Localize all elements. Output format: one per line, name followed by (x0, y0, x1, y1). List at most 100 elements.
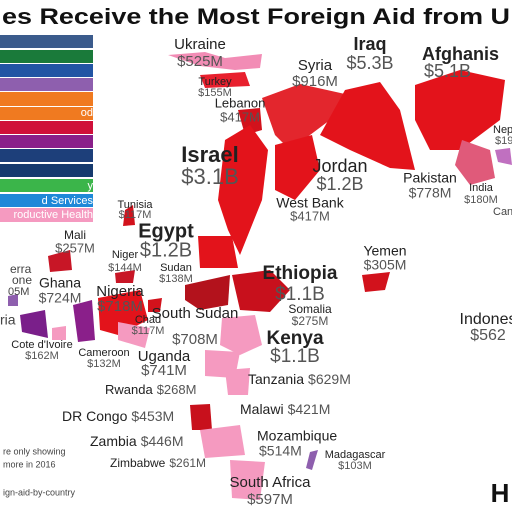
note: more in 2016 (3, 459, 56, 469)
region (115, 270, 135, 283)
note: re only showing (3, 446, 66, 456)
country-name: Somalia (288, 302, 332, 316)
country-label: Rwanda $268M (105, 382, 196, 397)
logo: H (491, 478, 510, 508)
country-name: Syria (298, 57, 333, 74)
region (362, 272, 390, 292)
country-name: Yemen (363, 243, 406, 259)
country-label: Tanzania $629M (248, 371, 351, 387)
country-amount: $117M (119, 209, 152, 221)
title: es Receive the Most Foreign Aid from U (2, 4, 510, 29)
country-name: Sudan (160, 262, 192, 274)
country-amount: $180M (464, 194, 498, 206)
legend-swatch (0, 149, 93, 162)
region (185, 275, 230, 310)
legend-swatch (0, 121, 93, 134)
region (52, 326, 66, 340)
country-name: Ukraine (174, 36, 226, 53)
country-amount: $514M (259, 443, 302, 459)
fragment-label: one (12, 273, 32, 287)
country-name: Chad (135, 314, 161, 326)
country-amount: $305M (364, 257, 407, 273)
fragment-label: erra (10, 262, 32, 276)
country-name: Jordan (312, 156, 367, 176)
country-name: Israel (181, 142, 239, 167)
country-label: DR Congo $453M (62, 408, 174, 424)
country-name: Rwanda (105, 382, 153, 397)
legend-swatch (0, 78, 93, 91)
country-name: Madagascar (325, 449, 386, 461)
legend-swatch (0, 179, 93, 192)
region (225, 368, 250, 395)
country-name: South Sudan (152, 305, 239, 322)
country-name: Afghanis (422, 44, 499, 64)
country-amount: $421M (288, 401, 331, 417)
country-name: Niger (112, 249, 139, 261)
country-amount: $1.2B (316, 174, 363, 194)
region (275, 135, 320, 200)
country-amount: $1.1B (275, 284, 325, 305)
country-amount: $103M (338, 460, 372, 472)
country-amount: $268M (157, 382, 197, 397)
legend-swatch (0, 135, 93, 148)
region (495, 148, 512, 165)
region (168, 52, 262, 70)
country-label: Zimbabwe $261M (110, 456, 206, 470)
region (218, 125, 268, 255)
country-amount: $1.1B (270, 346, 320, 367)
country-amount: $257M (55, 240, 95, 255)
region (200, 425, 245, 458)
region (148, 298, 162, 312)
country-amount: $718M (97, 298, 143, 315)
region (220, 315, 262, 355)
country-amount: $275M (292, 314, 329, 328)
country-amount: $724M (39, 290, 82, 306)
country-amount: $117M (132, 325, 165, 337)
country-name: Tanzania (248, 371, 304, 387)
region (306, 450, 318, 470)
region (98, 290, 148, 335)
legend-label: roductive Health (14, 209, 94, 221)
country-name: Zimbabwe (110, 456, 166, 470)
country-name: Egypt (138, 220, 194, 242)
legend (0, 35, 93, 222)
country-name: Tunisia (117, 199, 153, 211)
country-amount: $5.3B (346, 53, 393, 73)
region (455, 140, 495, 185)
legend-swatch (0, 194, 93, 207)
legend-swatch (0, 208, 93, 222)
country-name: Lebanon (215, 95, 266, 110)
fragment-label: 05M (8, 286, 29, 298)
country-amount: $19 (495, 135, 512, 147)
country-label: Malawi $421M (240, 401, 330, 417)
fragment-label: Can (493, 206, 512, 218)
country-name: South Africa (230, 474, 312, 491)
country-name: Ghana (39, 275, 81, 291)
country-amount: $144M (108, 262, 142, 274)
legend-swatch (0, 64, 93, 77)
country-amount: $597M (247, 491, 293, 508)
map (8, 52, 512, 500)
country-name: Cameroon (78, 347, 129, 359)
country-name: Cote d'Ivoire (11, 339, 72, 351)
country-amount: $525M (177, 53, 223, 70)
country-amount: $1.2B (140, 239, 192, 261)
legend-swatch (0, 35, 93, 48)
region (8, 294, 18, 306)
country-amount: $446M (141, 433, 184, 449)
country-amount: $778M (409, 185, 452, 201)
legend-label: d Services (42, 195, 94, 207)
country-amount: $453M (131, 408, 174, 424)
country-name: Indones (460, 311, 512, 328)
region (20, 310, 48, 338)
country-amount: $5.1B (424, 61, 471, 81)
region (73, 300, 95, 342)
country-amount: $162M (25, 350, 59, 362)
country-amount: $261M (169, 456, 206, 470)
country-name: Zambia (90, 433, 137, 449)
country-name: Nigeria (96, 283, 144, 300)
country-amount: $741M (141, 362, 187, 379)
country-amount: $708M (172, 331, 218, 348)
country-name: Mali (64, 228, 86, 242)
country-name: Turkey (198, 76, 232, 88)
